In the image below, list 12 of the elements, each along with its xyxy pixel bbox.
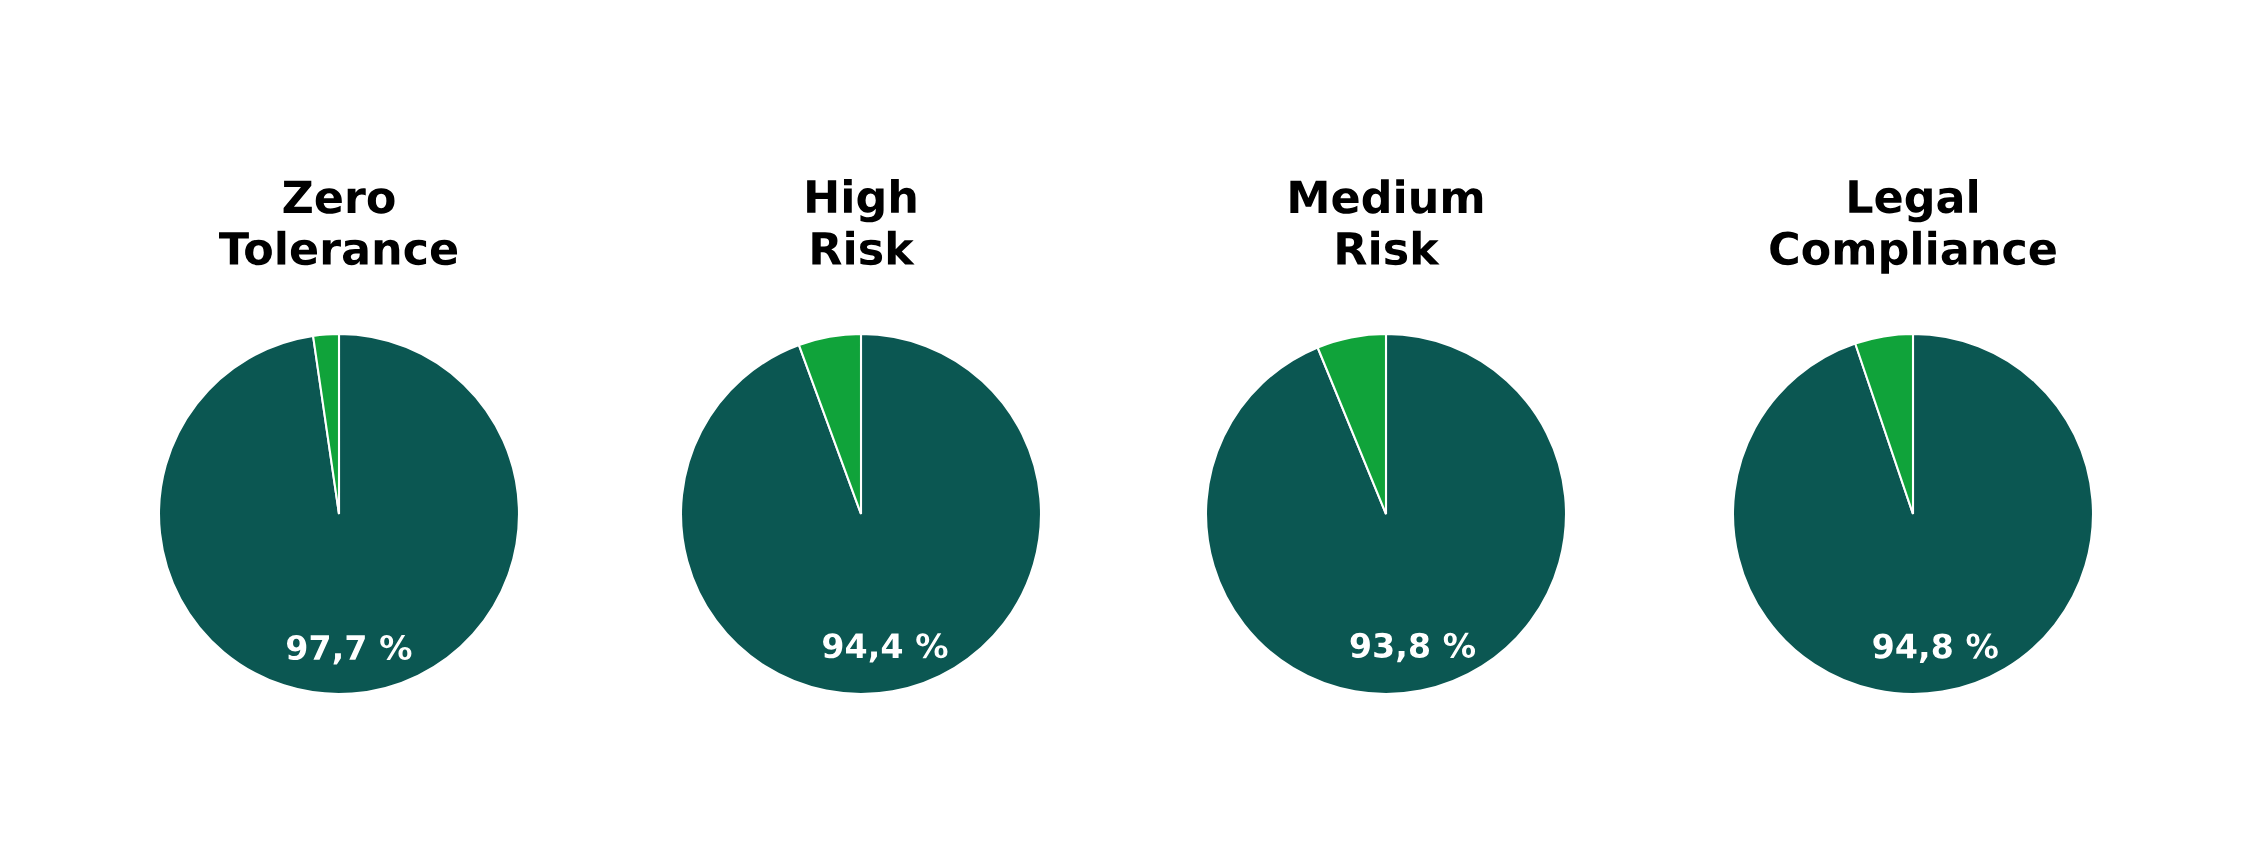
data-label: 93,8 % — [1350, 632, 1476, 663]
data-label: 94,8 % — [1873, 633, 1998, 663]
data-label: 97,7 % — [286, 634, 412, 665]
data-label: 94,4 % — [823, 633, 948, 663]
pie-slice — [679, 332, 1043, 696]
pie-slice — [157, 332, 521, 696]
chart-title: High Risk — [807, 178, 916, 266]
chart-title: Zero Tolerance — [219, 180, 458, 266]
pie-slice — [1731, 332, 2095, 696]
chart-title: Medium Risk — [1290, 179, 1483, 266]
chart-title: Legal Compliance — [1770, 178, 2056, 274]
pie-slice — [1204, 332, 1568, 696]
